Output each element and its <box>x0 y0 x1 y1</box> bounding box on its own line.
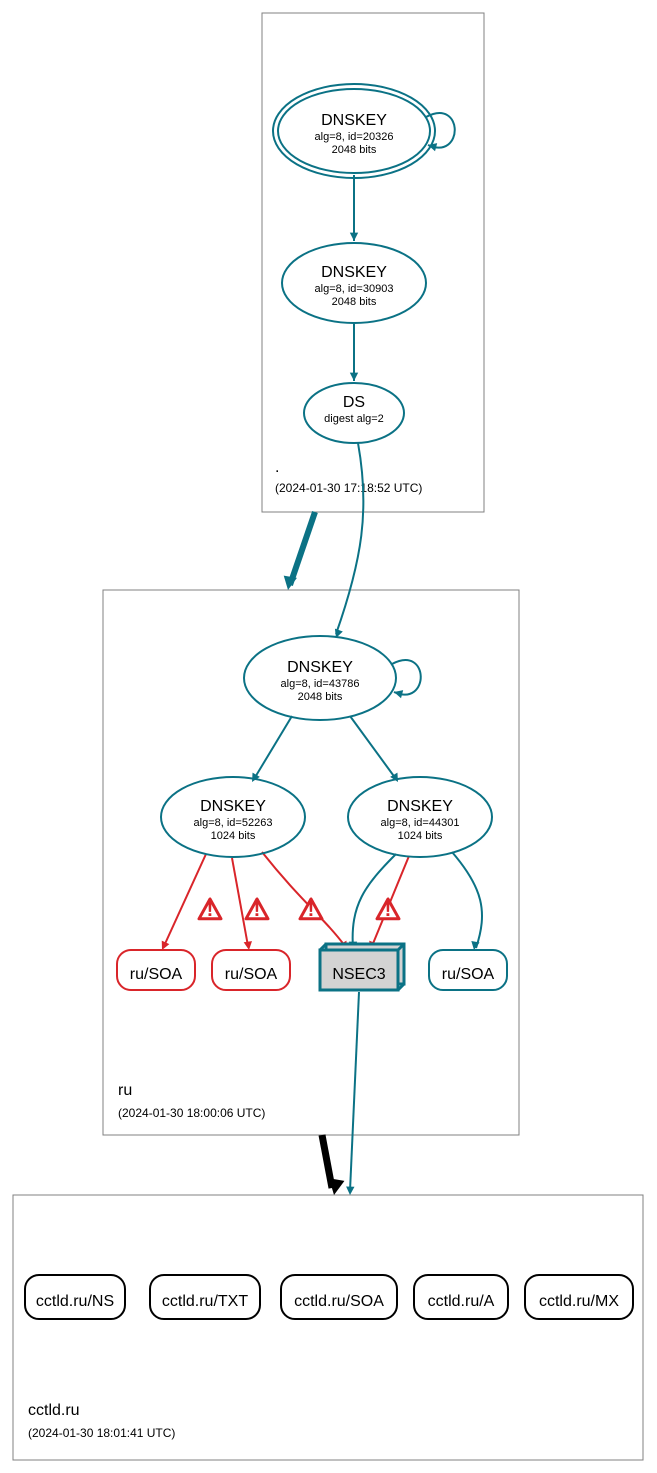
node-ru_zsk2-line-0: alg=8, id=44301 <box>381 817 460 829</box>
node-cctld_txt-label: cctld.ru/TXT <box>162 1293 248 1310</box>
node-cctld_soa-label: cctld.ru/SOA <box>294 1293 384 1310</box>
delegation-arrow <box>290 512 315 585</box>
edge <box>262 852 345 946</box>
node-root_ksk-title: DNSKEY <box>321 112 387 129</box>
dnssec-diagram: . (2024-01-30 17:18:52 UTC) ru (2024-01-30 … <box>0 0 657 1473</box>
edge <box>254 716 292 779</box>
edge <box>164 854 206 946</box>
node-root_ds-line-0: digest alg=2 <box>324 413 384 425</box>
zone-box-cctld <box>13 1195 643 1460</box>
zone-box-root <box>262 13 484 512</box>
zone-label-ru: ru <box>118 1082 132 1099</box>
node-ru_zsk2-line-1: 1024 bits <box>398 830 443 842</box>
zone-timestamp-root: (2024-01-30 17:18:52 UTC) <box>275 481 422 495</box>
warning-icon-mark: ! <box>207 899 214 921</box>
node-ru_zsk1-title: DNSKEY <box>200 798 266 815</box>
node-root_zsk-line-0: alg=8, id=30903 <box>315 283 394 295</box>
edge <box>232 858 248 946</box>
warning-icon-mark: ! <box>254 899 261 921</box>
node-root_ksk-line-1: 2048 bits <box>332 144 377 156</box>
node-root_zsk-title: DNSKEY <box>321 264 387 281</box>
node-root_ds-title: DS <box>343 394 365 411</box>
node-ru_ksk-line-0: alg=8, id=43786 <box>281 678 360 690</box>
zone-label-root: . <box>275 459 279 476</box>
warning-icon-mark: ! <box>308 899 315 921</box>
node-ru_soa_2-label: ru/SOA <box>225 966 278 983</box>
zone-label-cctld: cctld.ru <box>28 1402 80 1419</box>
node-ru_ksk-title: DNSKEY <box>287 659 353 676</box>
node-ru_ksk-line-1: 2048 bits <box>298 691 343 703</box>
node-cctld_a-label: cctld.ru/A <box>428 1293 495 1310</box>
node-ru_soa_1-label: ru/SOA <box>130 966 183 983</box>
node-ru_zsk2-title: DNSKEY <box>387 798 453 815</box>
edge <box>350 992 359 1191</box>
node-root_ksk-line-0: alg=8, id=20326 <box>315 131 394 143</box>
node-ru_zsk1-line-1: 1024 bits <box>211 830 256 842</box>
zone-timestamp-ru: (2024-01-30 18:00:06 UTC) <box>118 1106 265 1120</box>
edge <box>350 716 396 779</box>
node-cctld_mx-label: cctld.ru/MX <box>539 1293 619 1310</box>
edge <box>336 443 363 634</box>
edge <box>452 852 482 948</box>
node-ru_soa_3-label: ru/SOA <box>442 966 495 983</box>
warning-icon-mark: ! <box>385 899 392 921</box>
node-ru_zsk1-line-0: alg=8, id=52263 <box>194 817 273 829</box>
node-cctld_ns-label: cctld.ru/NS <box>36 1293 114 1310</box>
zone-timestamp-cctld: (2024-01-30 18:01:41 UTC) <box>28 1426 175 1440</box>
node-root_zsk-line-1: 2048 bits <box>332 296 377 308</box>
node-nsec3-label: NSEC3 <box>332 966 385 983</box>
